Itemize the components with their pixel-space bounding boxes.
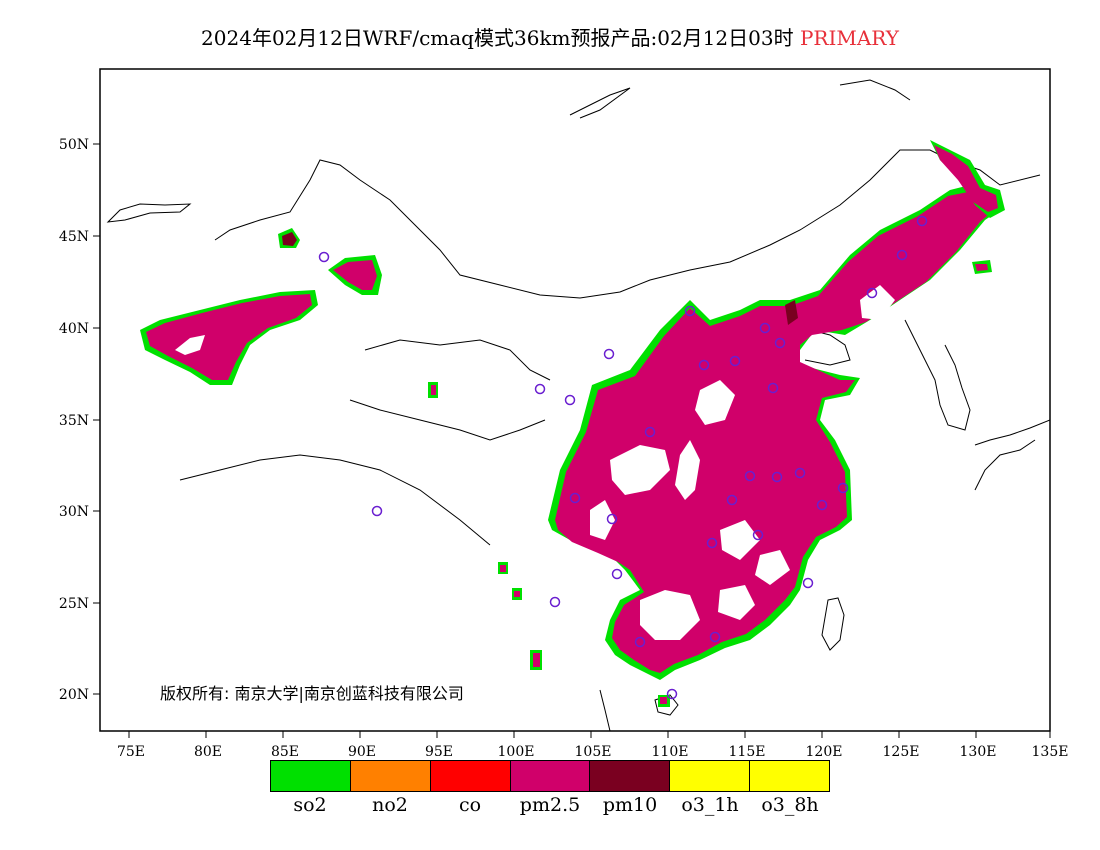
title-main: 2024年02月12日WRF/cmaq模式36km预报产品:02月12日03时 — [201, 26, 794, 50]
legend-swatch-o3-8h — [750, 761, 830, 791]
lat-tick: 40N — [59, 321, 89, 337]
lat-tick: 45N — [59, 229, 89, 245]
lon-tick: 80E — [194, 744, 222, 760]
legend-swatch-pm10 — [590, 761, 671, 791]
xinjiang-patch — [140, 290, 318, 385]
city-markers — [318, 215, 928, 700]
title-tag: PRIMARY — [799, 26, 899, 50]
east-china-patch — [548, 185, 1000, 680]
lat-tick-labels: 50N 45N 40N 35N 30N 25N 20N — [59, 137, 89, 703]
lon-tick: 120E — [806, 744, 843, 760]
pollution-layer — [140, 140, 1005, 707]
legend-label-so2: so2 — [293, 794, 327, 816]
lon-tick: 100E — [498, 744, 535, 760]
legend-swatch-so2 — [271, 761, 351, 791]
legend-labels: so2 no2 co pm2.5 pm10 o3_1h o3_8h — [270, 794, 830, 816]
legend-label-o3-1h: o3_1h — [681, 794, 739, 816]
lat-tick: 30N — [59, 504, 89, 520]
copyright-text: 版权所有: 南京大学|南京创蓝科技有限公司 — [160, 684, 464, 703]
map-content — [106, 79, 1050, 731]
legend-swatch-pm25 — [510, 761, 591, 791]
legend-swatch-no2 — [350, 761, 431, 791]
lon-tick-labels: 75E 80E 85E 90E 95E 100E 105E 110E 115E … — [117, 744, 1069, 760]
legend-label-pm25: pm2.5 — [519, 794, 581, 816]
legend-swatch-o3-1h — [670, 761, 751, 791]
lon-tick: 130E — [960, 744, 997, 760]
lon-tick: 75E — [117, 744, 145, 760]
legend-bar — [270, 760, 830, 792]
lat-tick: 25N — [59, 596, 89, 612]
lat-tick: 35N — [59, 413, 89, 429]
lon-tick: 85E — [271, 744, 299, 760]
lon-tick: 105E — [575, 744, 612, 760]
legend-label-o3-8h: o3_8h — [761, 794, 819, 816]
axis-ticks — [93, 143, 1051, 738]
lon-tick: 90E — [348, 744, 376, 760]
lon-tick: 115E — [729, 744, 766, 760]
lon-tick: 135E — [1032, 744, 1069, 760]
lat-tick: 20N — [59, 687, 89, 703]
lon-tick: 125E — [883, 744, 920, 760]
legend-swatch-co — [430, 761, 511, 791]
lon-tick: 110E — [652, 744, 689, 760]
map-title: 2024年02月12日WRF/cmaq模式36km预报产品:02月12日03时 … — [0, 22, 1100, 51]
legend-label-no2: no2 — [372, 794, 408, 816]
legend-label-co: co — [458, 794, 482, 816]
legend-label-pm10: pm10 — [602, 794, 658, 816]
lat-tick: 50N — [59, 137, 89, 153]
lon-tick: 95E — [425, 744, 453, 760]
boundaries — [106, 79, 1050, 731]
